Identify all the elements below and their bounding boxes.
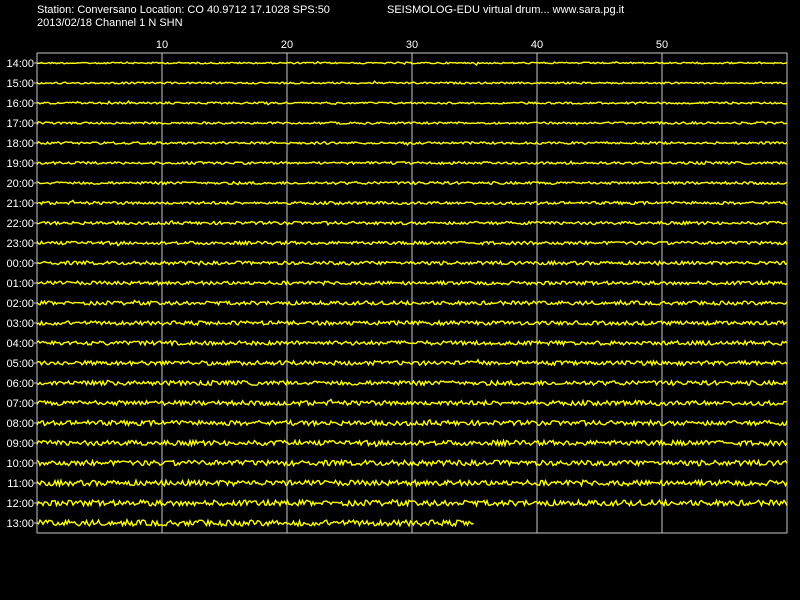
minute-tick-label: 10: [156, 39, 168, 51]
hour-label: 13:00: [6, 518, 34, 530]
hour-label: 06:00: [6, 378, 34, 390]
seismic-trace-row: [36, 120, 788, 126]
hour-label: 04:00: [6, 338, 34, 350]
seismic-trace-row: [36, 180, 788, 186]
hour-label: 16:00: [6, 98, 34, 110]
minute-tick-label: 50: [656, 39, 668, 51]
minute-axis: 10 20 30 40 50: [156, 39, 668, 51]
hour-label: 21:00: [6, 198, 34, 210]
seismic-trace-row: [36, 497, 788, 508]
hour-label: 09:00: [6, 438, 34, 450]
seismic-trace-row: [36, 398, 788, 408]
hour-labels: 14:00 15:00 16:00 17:00 18:00 19:00 20:00 21:00…: [6, 58, 34, 530]
hour-label: 23:00: [6, 238, 34, 250]
hour-label: 20:00: [6, 178, 34, 190]
hour-label: 11:00: [7, 478, 34, 490]
minute-tick-label: 40: [531, 39, 543, 51]
seismic-trace-row: [36, 279, 788, 287]
hour-label: 15:00: [6, 78, 34, 90]
seismic-trace-row: [36, 140, 788, 147]
hour-label: 12:00: [6, 498, 34, 510]
hour-label: 07:00: [6, 398, 34, 410]
hour-label: 02:00: [6, 298, 34, 310]
seismic-trace-row: [36, 339, 788, 347]
seismic-trace-row: [36, 358, 788, 367]
minute-tick-label: 30: [406, 39, 418, 51]
hour-label: 01:00: [6, 278, 34, 290]
hour-label: 05:00: [6, 358, 34, 370]
seismic-trace-row: [36, 80, 788, 85]
hour-label: 19:00: [6, 158, 34, 170]
drum-grid: [34, 52, 788, 534]
seismic-trace-row: [36, 159, 788, 166]
hour-label: 00:00: [6, 258, 34, 270]
station-info: Station: Conversano Location: CO 40.9712…: [37, 4, 330, 16]
hour-label: 17:00: [6, 118, 34, 130]
seismic-trace-row: [36, 299, 788, 307]
seismic-traces: [36, 60, 788, 528]
date-channel-info: 2013/02/18 Channel 1 N SHN: [37, 17, 183, 29]
seismic-trace-row: [36, 438, 788, 448]
seismic-trace-row: [36, 199, 788, 206]
seismic-trace-row: [36, 239, 788, 247]
hour-label: 14:00: [6, 58, 34, 70]
hour-label: 22:00: [6, 218, 34, 230]
seismic-trace-row: [36, 517, 474, 528]
hour-label: 18:00: [6, 138, 34, 150]
app-title: SEISMOLOG-EDU virtual drum... www.sara.p…: [387, 4, 625, 16]
seismic-trace-row: [36, 99, 788, 106]
seismic-trace-row: [36, 219, 788, 227]
seismic-trace-row: [36, 60, 788, 67]
seismic-trace-row: [36, 458, 788, 468]
seismic-trace-row: [36, 478, 788, 488]
minute-tick-label: 20: [281, 39, 293, 51]
seismic-trace-row: [36, 418, 788, 428]
seismic-trace-row: [36, 259, 788, 267]
hour-label: 10:00: [6, 458, 34, 470]
hour-label: 03:00: [6, 318, 34, 330]
seismic-trace-row: [36, 319, 788, 327]
seismic-trace-row: [36, 379, 788, 388]
hour-label: 08:00: [6, 418, 34, 430]
